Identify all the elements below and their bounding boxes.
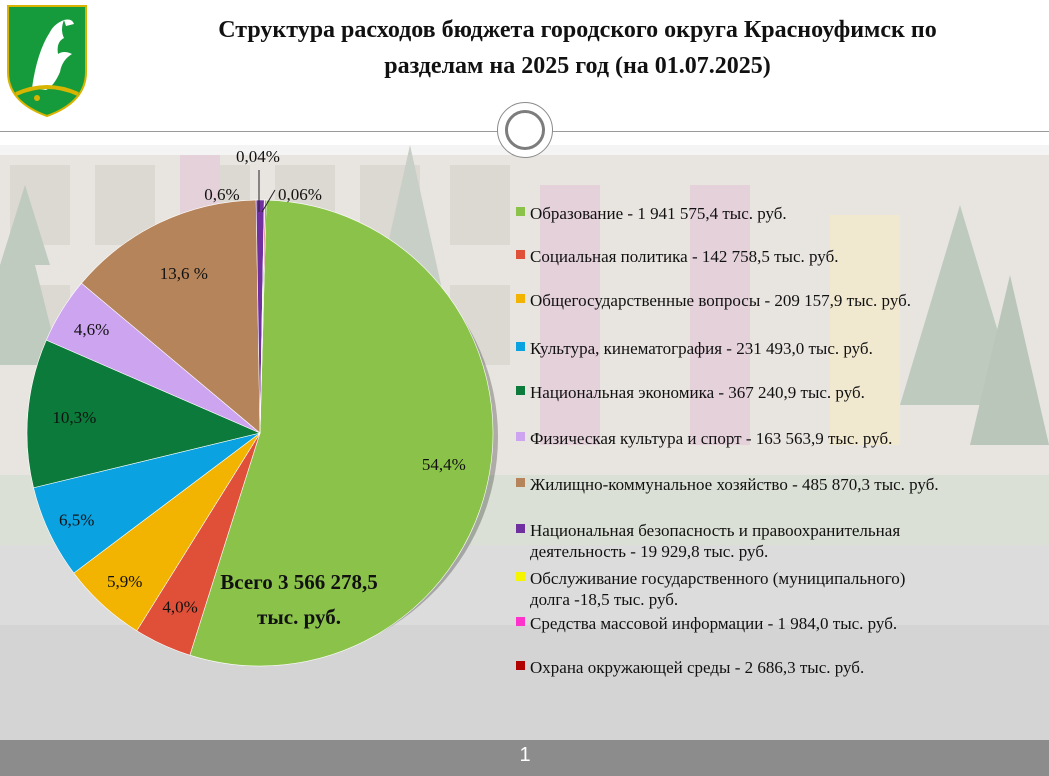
legend-label-4: Национальная экономика - 367 240,9 тыс. … bbox=[530, 383, 865, 402]
slice-label-1: 4,0% bbox=[162, 598, 197, 617]
legend-label-1: Социальная политика - 142 758,5 тыс. руб… bbox=[530, 247, 838, 266]
pie-slice-10 bbox=[259, 199, 267, 434]
title-line-1: Структура расходов бюджета городского ок… bbox=[218, 17, 937, 43]
legend-label-3: Культура, кинематография - 231 493,0 тыс… bbox=[530, 339, 873, 358]
decorative-ring bbox=[497, 102, 553, 158]
legend-label-5: Физическая культура и спорт - 163 563,9 … bbox=[530, 429, 892, 448]
legend-label-10: Охрана окружающей среды - 2 686,3 тыс. р… bbox=[530, 658, 864, 677]
legend-label-8-line-2: долга -18,5 тыс. руб. bbox=[530, 590, 678, 609]
legend-label-8-line-1: Обслуживание государственного (муниципал… bbox=[530, 569, 905, 588]
chart-legend: Образование - 1 941 575,4 тыс. руб. Социа… bbox=[516, 204, 939, 677]
page-title: Структура расходов бюджета городского ок… bbox=[110, 12, 1045, 84]
legend-swatch-3 bbox=[516, 342, 525, 351]
slice-label-7: 0,6% bbox=[204, 185, 239, 204]
slice-label-0: 54,4% bbox=[422, 455, 466, 474]
coat-of-arms-emblem bbox=[7, 5, 87, 118]
legend-swatch-8 bbox=[516, 572, 525, 581]
leader-lines bbox=[258, 170, 276, 213]
slice-label-3: 6,5% bbox=[59, 511, 94, 530]
legend-swatch-0 bbox=[516, 207, 525, 216]
total-label-line-1: Всего 3 566 278,5 bbox=[220, 570, 377, 594]
pie-slice-4 bbox=[26, 339, 261, 489]
page-number: 1 bbox=[519, 744, 531, 766]
slice-label-5: 4,6% bbox=[74, 320, 109, 339]
slice-labels: 54,4% 4,0% 5,9% 6,5% 10,3% 4,6% 13,6 % 0,6% 0,06… bbox=[52, 185, 465, 617]
slice-label-extra: 0,04% bbox=[236, 147, 280, 166]
pie-slice-0 bbox=[189, 199, 494, 667]
legend-swatch-5 bbox=[516, 432, 525, 441]
slice-label-6: 13,6 % bbox=[160, 264, 208, 283]
legend-swatch-7 bbox=[516, 524, 525, 533]
legend-label-9: Средства массовой информации - 1 984,0 т… bbox=[530, 614, 897, 633]
legend-swatch-9 bbox=[516, 617, 525, 626]
pie-slice-6 bbox=[81, 199, 261, 434]
pie-slices bbox=[26, 199, 494, 667]
slice-label-9: 0,06% bbox=[278, 185, 322, 204]
legend-label-7-line-1: Национальная безопасность и правоохранит… bbox=[530, 521, 900, 540]
legend-label-7-line-2: деятельность - 19 929,8 тыс. руб. bbox=[530, 542, 768, 561]
header: Структура расходов бюджета городского ок… bbox=[0, 0, 1049, 132]
legend-swatch-2 bbox=[516, 294, 525, 303]
legend-label-6: Жилищно-коммунальное хозяйство - 485 870… bbox=[530, 475, 939, 494]
footer-bar bbox=[0, 740, 1049, 776]
legend-swatch-6 bbox=[516, 478, 525, 487]
legend-label-0: Образование - 1 941 575,4 тыс. руб. bbox=[530, 204, 787, 223]
legend-swatch-4 bbox=[516, 386, 525, 395]
legend-swatch-10 bbox=[516, 661, 525, 670]
legend-swatch-1 bbox=[516, 250, 525, 259]
title-line-2: разделам на 2025 год (на 01.07.2025) bbox=[384, 53, 771, 79]
slice-label-4: 10,3% bbox=[52, 408, 96, 427]
decorative-ring-inner bbox=[505, 110, 545, 150]
total-label-line-2: тыс. руб. bbox=[257, 605, 341, 629]
slice-label-2: 5,9% bbox=[107, 572, 142, 591]
leader-line-0-06 bbox=[261, 189, 276, 213]
legend-label-2: Общегосударственные вопросы - 209 157,9 … bbox=[530, 291, 911, 310]
